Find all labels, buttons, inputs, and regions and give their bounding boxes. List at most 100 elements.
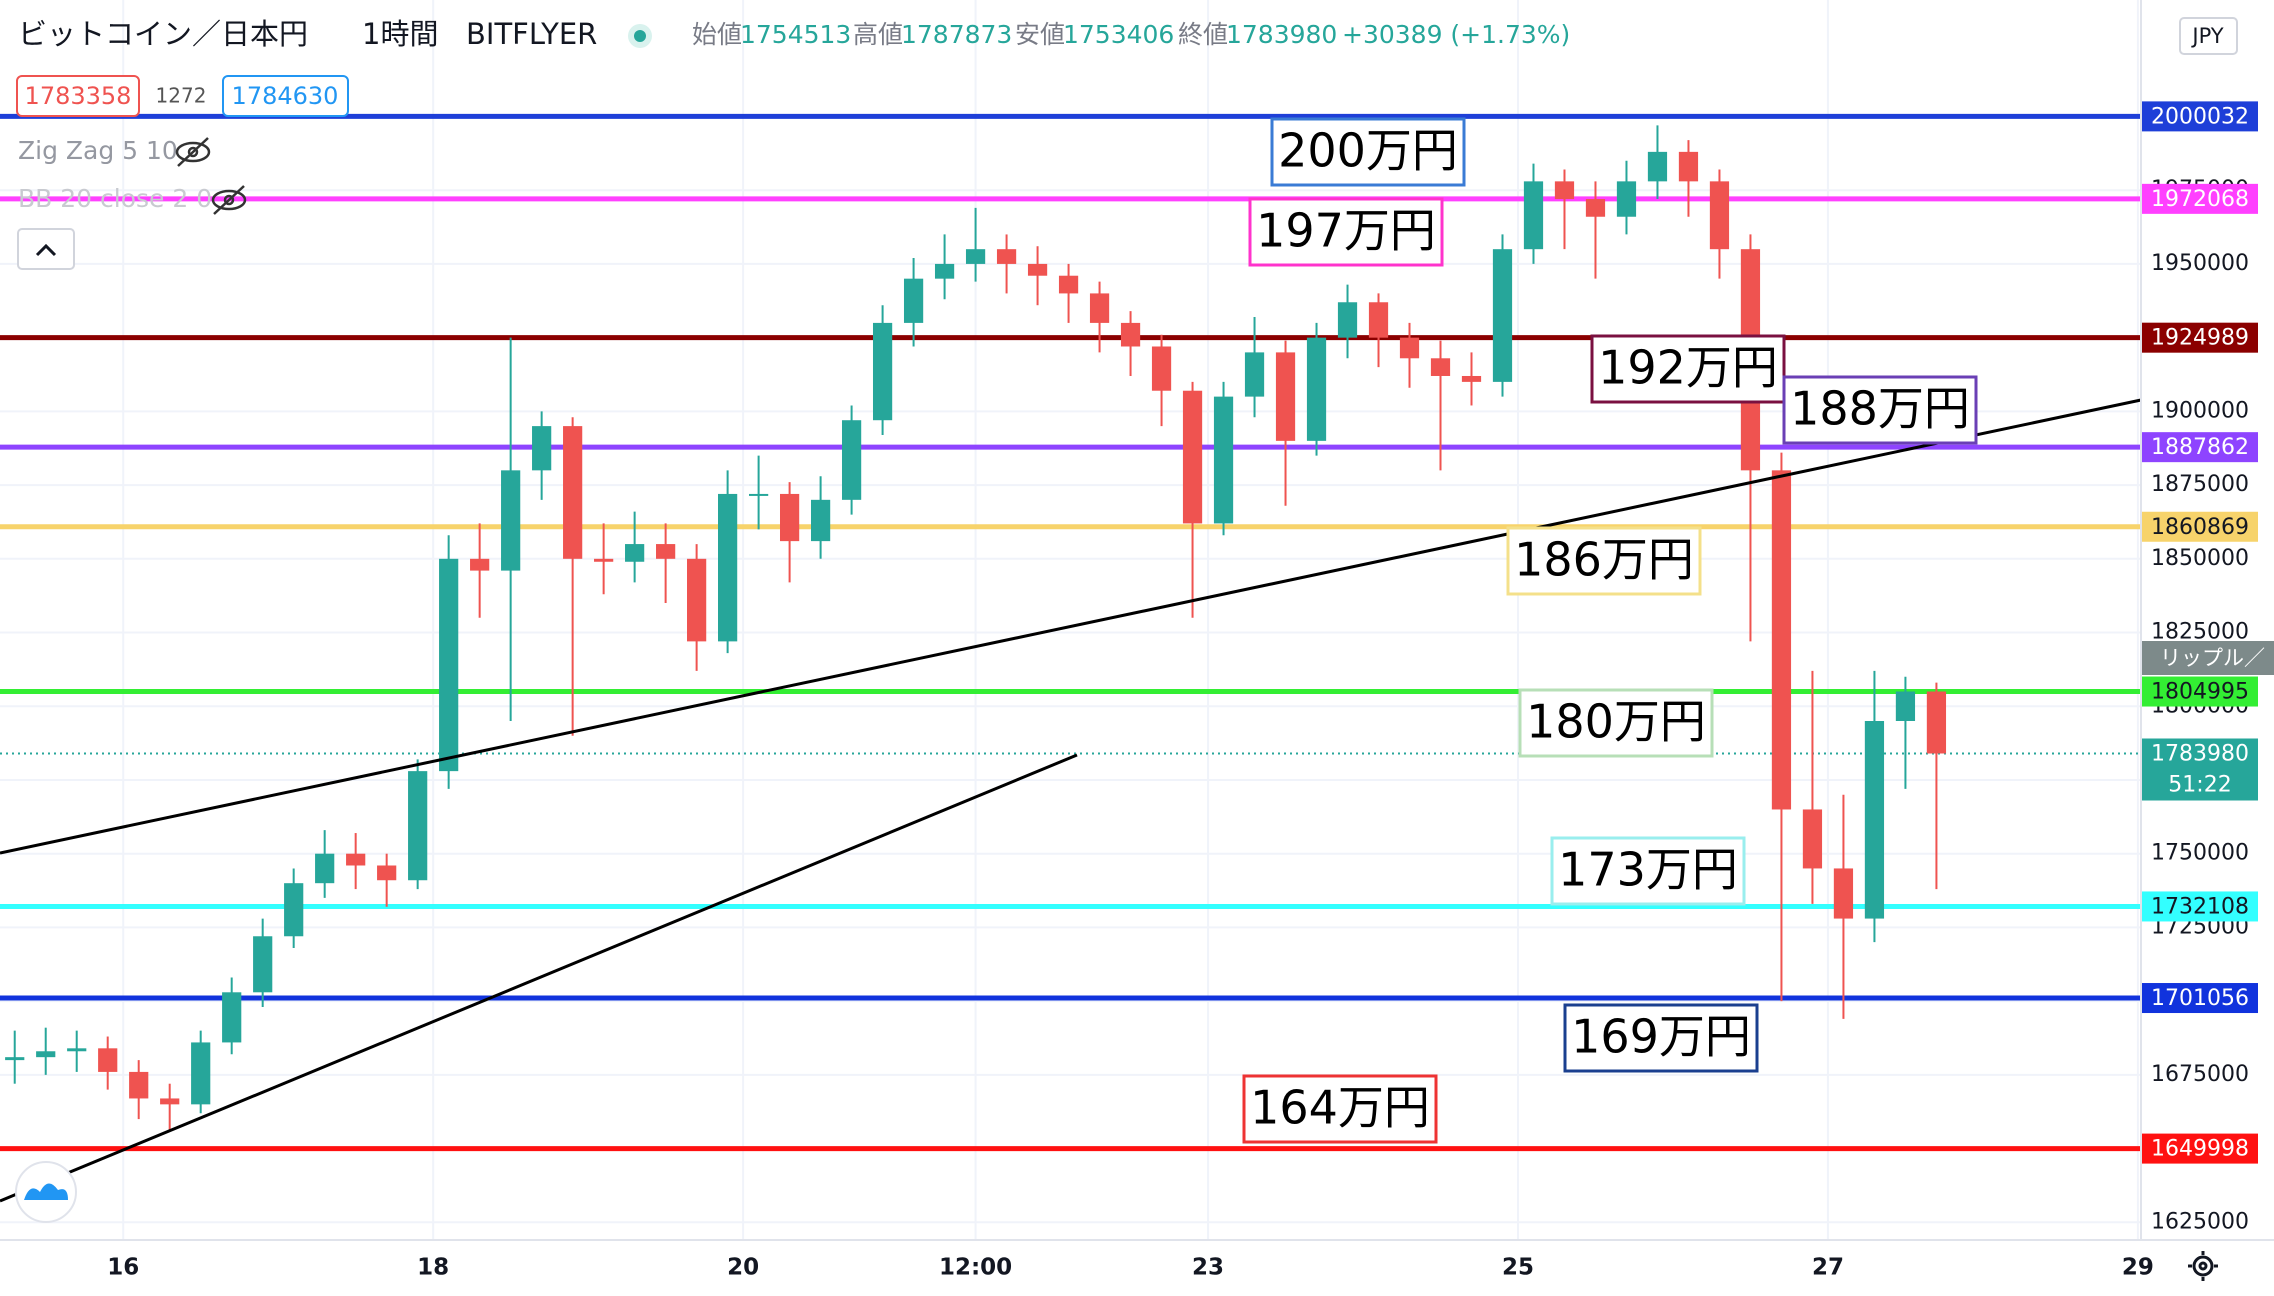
- x-tick-label: 20: [727, 1255, 759, 1281]
- level-box: [1590, 334, 1786, 404]
- x-tick-label: 23: [1192, 1255, 1224, 1281]
- level-label: 173万円: [1558, 843, 1738, 897]
- y-tick-label: 1900000: [2151, 398, 2249, 423]
- logo-icon: [24, 1183, 68, 1200]
- sell-price: 1783358: [25, 82, 132, 110]
- price-tag: [2142, 891, 2258, 922]
- symbol[interactable]: ビットコイン／日本円: [18, 17, 308, 51]
- trend-line: [0, 398, 2142, 855]
- price-tag: [2142, 183, 2258, 214]
- ohlc-label: 高値: [853, 20, 903, 49]
- price-tag-label: 1649998: [2151, 1137, 2249, 1162]
- ohlc-value: 1754513: [740, 20, 851, 49]
- price-tag-label: 1732108: [2151, 894, 2249, 919]
- level-label: 169万円: [1571, 1010, 1751, 1064]
- price-tag-label: 1924989: [2151, 326, 2249, 351]
- candle-body: [346, 853, 366, 866]
- candle-body: [222, 992, 242, 1043]
- ohlc-value: 1753406: [1063, 20, 1174, 49]
- candle-body: [1182, 390, 1203, 524]
- ohlc-label: 始値: [692, 20, 742, 49]
- candle-body: [1678, 151, 1699, 182]
- side-tag-label: リップル／: [2160, 646, 2265, 670]
- candle-body: [1027, 263, 1048, 276]
- candle-body: [810, 499, 831, 542]
- last-price-label: 1783980: [2151, 741, 2249, 766]
- side-tag[interactable]: [2142, 641, 2274, 675]
- chevron: [35, 243, 57, 257]
- y-tick-label: 1850000: [2151, 546, 2249, 571]
- price-tag: [2142, 322, 2258, 353]
- candle-body: [687, 558, 707, 642]
- candle-body: [1399, 337, 1420, 359]
- candle-body: [903, 278, 924, 323]
- currency-button[interactable]: [2179, 17, 2238, 55]
- ohlc-label: 安値: [1015, 20, 1065, 49]
- y-tick-label: 1950000: [2151, 251, 2249, 276]
- candle-body: [1895, 691, 1916, 721]
- level-box: [1270, 117, 1466, 187]
- candle-body: [377, 865, 397, 881]
- level-box: [1242, 1074, 1438, 1144]
- candle-body: [1244, 352, 1265, 397]
- candle-body: [67, 1048, 87, 1052]
- x-tick-label: 18: [417, 1255, 449, 1281]
- price-tag: [2142, 432, 2258, 463]
- indicator[interactable]: BB 20 close 2 0: [18, 184, 212, 213]
- sell-button[interactable]: [16, 75, 140, 117]
- price-tag-label: 1860869: [2151, 515, 2249, 540]
- x-tick-label: 12:00: [939, 1255, 1012, 1281]
- trend-line: [0, 753, 1078, 1203]
- price-tag-label: 2000032: [2151, 104, 2249, 129]
- price-tag: [2142, 676, 2258, 707]
- x-tick-label: 25: [1502, 1255, 1534, 1281]
- candle-body: [315, 853, 335, 884]
- candle-body: [1802, 809, 1823, 869]
- status-dot: [634, 30, 646, 42]
- price-tag-label: 1804995: [2151, 680, 2249, 705]
- candle-body: [656, 544, 676, 559]
- hide-icon[interactable]: [175, 137, 211, 167]
- candle-body: [718, 493, 738, 642]
- candle-body: [1151, 346, 1172, 391]
- candle-body: [1492, 249, 1513, 382]
- candle-body: [284, 883, 304, 937]
- candle-body: [749, 493, 769, 496]
- y-tick-label: 1625000: [2151, 1209, 2249, 1234]
- candle-body: [1089, 293, 1110, 323]
- level-label: 164万円: [1250, 1081, 1430, 1135]
- level-box: [1550, 836, 1746, 906]
- candles: [5, 125, 1947, 1131]
- level-label: 188万円: [1790, 382, 1970, 436]
- collapse-button[interactable]: [17, 228, 75, 270]
- y-tick-label: 1750000: [2151, 841, 2249, 866]
- change: +30389 (+1.73%): [1342, 20, 1570, 49]
- candle-body: [439, 558, 459, 772]
- candle-body: [36, 1051, 56, 1058]
- hide-icon[interactable]: [211, 185, 247, 215]
- x-tick-label: 29: [2122, 1255, 2154, 1281]
- candle-body: [1709, 181, 1730, 250]
- candle-body: [160, 1098, 180, 1105]
- buy-price: 1784630: [232, 82, 339, 110]
- candle-body: [594, 558, 614, 562]
- level-box: [1518, 688, 1714, 758]
- candle-body: [965, 249, 986, 264]
- candle-body: [470, 558, 490, 571]
- price-tags: 2000032 1972068 1924989 1887862 1860869 18049…: [2142, 101, 2258, 1164]
- indicator[interactable]: Zig Zag 5 10: [18, 136, 178, 165]
- candle-body: [1058, 275, 1079, 294]
- buy-button[interactable]: [222, 75, 349, 117]
- candle-body: [872, 322, 893, 421]
- candle-body: [1275, 352, 1296, 441]
- candle-body: [1864, 720, 1885, 919]
- level-box: [1506, 526, 1702, 596]
- candle-body: [1430, 358, 1451, 376]
- price-tag-label: 1972068: [2151, 187, 2249, 212]
- candle-body: [1368, 302, 1389, 338]
- candle-body: [191, 1042, 211, 1105]
- interval[interactable]: 1時間: [362, 17, 438, 51]
- ohlc-label: 終値: [1178, 20, 1228, 49]
- settings-icon[interactable]: [2188, 1251, 2218, 1281]
